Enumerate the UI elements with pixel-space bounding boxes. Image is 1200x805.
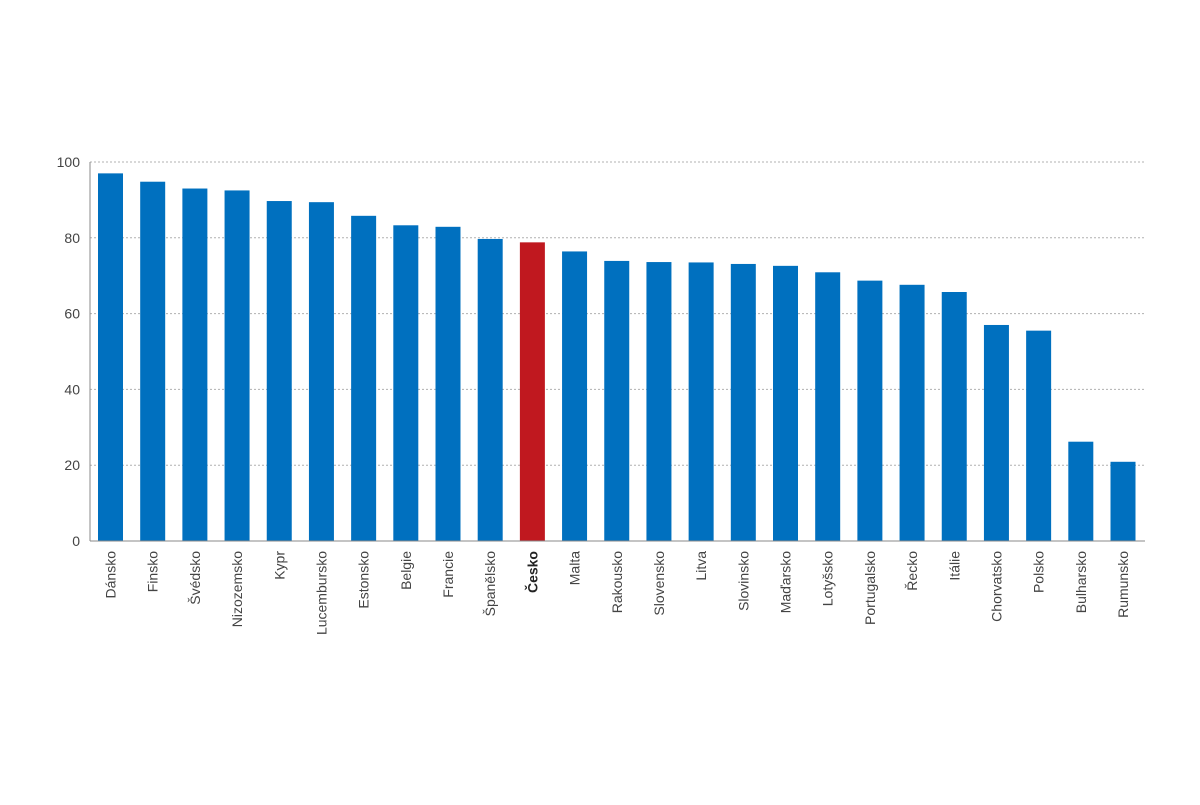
- x-category-label-rumunsko: Rumunsko: [1115, 551, 1131, 618]
- bar-lucembursko: [308, 202, 334, 542]
- y-tick-label-100: 100: [57, 154, 81, 170]
- x-category-label-lotyssko: Lotyšsko: [820, 551, 836, 606]
- bar-slovensko: [646, 262, 672, 541]
- x-category-label-cesko: Česko: [523, 551, 540, 593]
- y-tick-label-0: 0: [72, 533, 80, 549]
- x-category-label-chorvatsko: Chorvatsko: [988, 551, 1004, 622]
- x-category-label-portugalsko: Portugalsko: [862, 551, 878, 625]
- bar-chorvatsko: [983, 324, 1009, 541]
- bar-finsko: [140, 181, 166, 541]
- bar-estonsko: [351, 215, 377, 541]
- x-category-label-nizozemsko: Nizozemsko: [229, 551, 245, 627]
- bar-francie: [435, 226, 461, 541]
- x-category-label-slovinsko: Slovinsko: [735, 551, 751, 611]
- bar-layer: [98, 173, 1136, 542]
- x-category-label-recko: Řecko: [904, 551, 920, 591]
- x-category-label-bulharsko: Bulharsko: [1073, 551, 1089, 613]
- bar-italie: [941, 292, 967, 541]
- y-tick-label-40: 40: [64, 381, 80, 397]
- bar-recko: [899, 284, 925, 541]
- x-category-label-madarsko: Maďarsko: [778, 551, 794, 614]
- x-category-label-rakousko: Rakousko: [609, 551, 625, 613]
- bar-rakousko: [604, 260, 630, 541]
- bar-nizozemsko: [224, 190, 250, 541]
- label-layer: 0 20 40 60 80 100 Dánsko Finsko Švédsko Nizozemsk…: [57, 154, 1131, 635]
- bar-svedsko: [182, 188, 208, 541]
- x-category-label-kypr: Kypr: [271, 551, 287, 580]
- bar-litva: [688, 262, 714, 541]
- bar-madarsko: [773, 265, 798, 541]
- x-category-label-polsko: Polsko: [1031, 551, 1047, 593]
- x-category-label-lucembursko: Lucembursko: [313, 551, 329, 635]
- bar-lotyssko: [815, 272, 841, 541]
- x-category-label-italie: Itálie: [946, 551, 962, 581]
- x-category-label-belgie: Belgie: [398, 551, 414, 590]
- bar-slovinsko: [730, 263, 756, 541]
- x-category-label-malta: Malta: [567, 551, 583, 585]
- x-category-label-finsko: Finsko: [145, 551, 161, 592]
- bar-polsko: [1026, 330, 1052, 541]
- y-tick-label-20: 20: [64, 457, 80, 473]
- x-category-label-dansko: Dánsko: [103, 551, 119, 599]
- bar-kypr: [266, 201, 292, 542]
- bar-dansko: [98, 173, 123, 541]
- x-category-label-svedsko: Švédsko: [187, 551, 203, 605]
- x-category-label-spanelsko: Španělsko: [482, 551, 498, 617]
- y-tick-label-80: 80: [64, 230, 80, 246]
- x-category-label-slovensko: Slovensko: [651, 551, 667, 616]
- bar-cesko: [519, 242, 545, 541]
- y-tick-label-60: 60: [64, 306, 80, 322]
- x-category-label-estonsko: Estonsko: [356, 551, 372, 609]
- bar-spanelsko: [477, 238, 503, 541]
- bar-bulharsko: [1068, 441, 1094, 541]
- bar-belgie: [393, 225, 419, 542]
- bar-portugalsko: [857, 280, 883, 541]
- x-category-label-francie: Francie: [440, 551, 456, 598]
- bar-rumunsko: [1110, 461, 1136, 541]
- bar-malta: [562, 251, 588, 541]
- x-category-label-litva: Litva: [693, 551, 709, 581]
- axis-layer: [89, 162, 1145, 542]
